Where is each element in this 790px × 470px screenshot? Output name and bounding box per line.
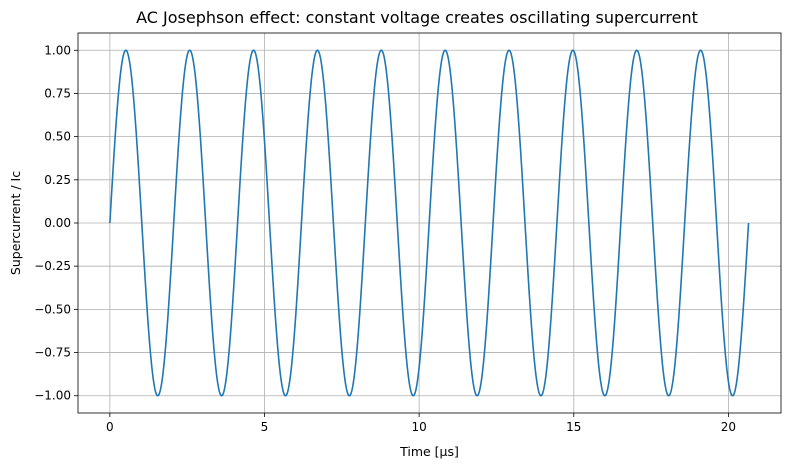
x-tick-label: 0 <box>106 420 114 434</box>
supercurrent-line <box>109 49 750 397</box>
y-tick-label: −0.25 <box>34 259 71 273</box>
y-tick-label: 0.25 <box>44 173 71 187</box>
series-layer <box>109 49 750 397</box>
x-axis-label: Time [μs] <box>399 444 459 459</box>
chart-title: AC Josephson effect: constant voltage cr… <box>136 8 698 27</box>
x-tick-label: 20 <box>721 420 736 434</box>
y-tick-label: 1.00 <box>44 43 71 57</box>
x-tick-label: 10 <box>411 420 426 434</box>
y-tick-label: 0.75 <box>44 86 71 100</box>
y-tick-label: 0.00 <box>44 216 71 230</box>
y-tick-label: 0.50 <box>44 130 71 144</box>
x-tick-label: 15 <box>566 420 581 434</box>
y-axis-label: Supercurrent / Ic <box>8 171 23 275</box>
y-tick-label: −1.00 <box>34 389 71 403</box>
y-tick-label: −0.50 <box>34 302 71 316</box>
x-tick-label: 5 <box>261 420 269 434</box>
y-tick-label: −0.75 <box>34 346 71 360</box>
ticks: 0 5 10 15 20 −1.00 −0.75 −0.50 −0.25 0.00 0.25 0.50… <box>34 43 736 434</box>
grid <box>78 33 781 413</box>
